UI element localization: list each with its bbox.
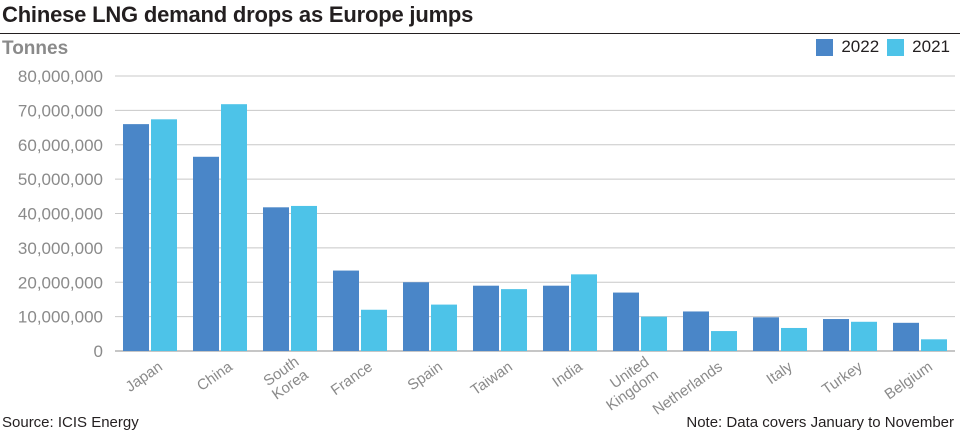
y-tick-label: 70,000,000 xyxy=(18,101,103,120)
bar-2021-taiwan xyxy=(501,289,527,351)
title-divider xyxy=(0,33,960,34)
x-tick-label: SouthKorea xyxy=(260,353,312,403)
coverage-note: Note: Data covers January to November xyxy=(686,414,954,431)
bar-2022-taiwan xyxy=(473,285,499,351)
bar-2022-italy xyxy=(753,317,779,351)
y-tick-label: 60,000,000 xyxy=(18,136,103,155)
x-tick-label: Netherlands xyxy=(650,358,726,418)
legend: 2022 2021 xyxy=(816,37,950,57)
bar-2022-japan xyxy=(123,124,149,351)
bar-2022-turkey xyxy=(823,319,849,351)
x-tick-label: Spain xyxy=(405,358,446,394)
bar-2021-japan xyxy=(151,119,177,351)
x-tick-label: Japan xyxy=(123,358,166,395)
bar-2021-belgium xyxy=(921,339,947,351)
bar-2022-belgium xyxy=(893,322,919,351)
x-tick-label: Belgium xyxy=(882,358,936,403)
x-tick-label: Turkey xyxy=(819,358,866,398)
x-tick-label: India xyxy=(549,358,586,391)
bar-2021-france xyxy=(361,309,387,351)
y-tick-label: 50,000,000 xyxy=(18,170,103,189)
x-tick-label: Taiwan xyxy=(468,358,516,399)
x-tick-label: France xyxy=(328,358,376,399)
bar-2021-spain xyxy=(431,304,457,351)
bar-2021-turkey xyxy=(851,321,877,351)
bar-2022-china xyxy=(193,156,219,351)
y-axis-label: Tonnes xyxy=(2,38,69,59)
bar-2022-india xyxy=(543,285,569,351)
bar-2021-south-korea xyxy=(291,205,317,351)
bar-2022-spain xyxy=(403,282,429,351)
legend-label-2022: 2022 xyxy=(841,37,880,56)
legend-item-2022: 2022 xyxy=(816,37,879,57)
y-tick-label: 20,000,000 xyxy=(18,273,103,292)
bar-2022-south-korea xyxy=(263,207,289,351)
source-note: Source: ICIS Energy xyxy=(2,414,139,431)
legend-label-2021: 2021 xyxy=(912,37,950,56)
x-tick-label: Italy xyxy=(763,358,796,388)
chart-title: Chinese LNG demand drops as Europe jumps xyxy=(2,2,474,27)
bar-2022-united-kingdom xyxy=(613,292,639,351)
bar-2021-india xyxy=(571,274,597,351)
bar-2022-france xyxy=(333,270,359,351)
legend-item-2021: 2021 xyxy=(887,37,950,57)
y-tick-label: 10,000,000 xyxy=(18,308,103,327)
y-tick-label: 40,000,000 xyxy=(18,205,103,224)
y-tick-label: 80,000,000 xyxy=(18,67,103,86)
bar-2021-italy xyxy=(781,327,807,351)
bar-2021-netherlands xyxy=(711,331,737,351)
y-tick-label: 30,000,000 xyxy=(18,239,103,258)
x-tick-label: China xyxy=(194,358,236,395)
y-tick-label: 0 xyxy=(94,342,103,361)
legend-swatch-2022 xyxy=(816,38,834,56)
legend-swatch-2021 xyxy=(887,38,905,56)
bar-2021-china xyxy=(221,104,247,351)
bar-2022-netherlands xyxy=(683,311,709,351)
bar-2021-united-kingdom xyxy=(641,316,667,351)
